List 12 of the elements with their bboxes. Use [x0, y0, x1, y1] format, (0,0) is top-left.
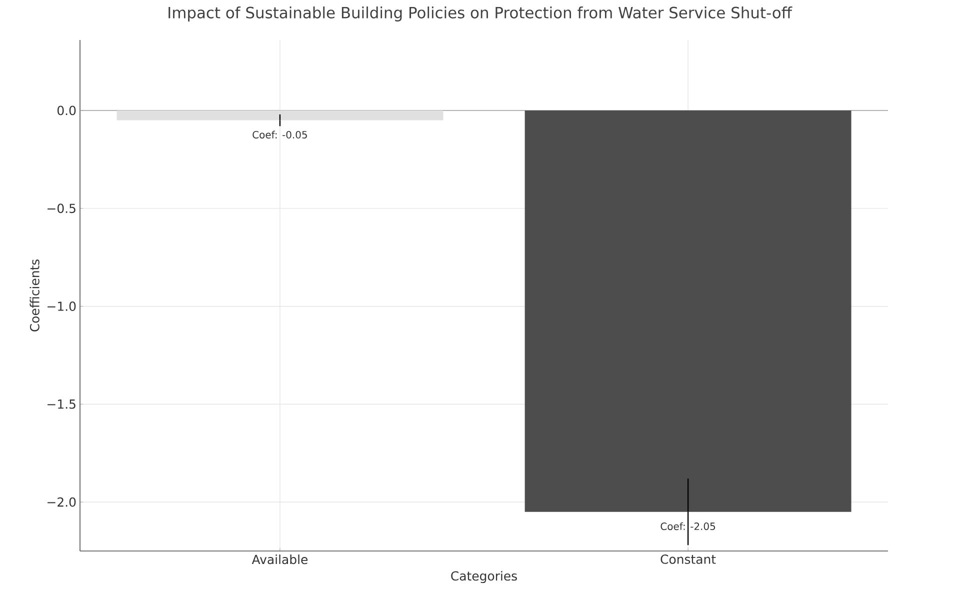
data-label: Coef: -0.05 [252, 130, 307, 138]
y-axis-title: Coefficients [30, 259, 40, 332]
x-axis-title: Categories [451, 570, 517, 584]
chart-title: Impact of Sustainable Building Policies on Protection from Water Service Shut-off [168, 6, 792, 22]
x-tick-label: Available [252, 554, 308, 564]
x-tick-label: Constant [660, 554, 716, 564]
y-tick-label: −0.5 [48, 204, 76, 214]
y-tick-label: −1.0 [48, 302, 76, 311]
data-label: Coef: -2.05 [660, 522, 716, 530]
y-tick-label: −1.5 [48, 400, 76, 409]
y-tick-label: 0.0 [58, 106, 76, 116]
y-tick-label: −2.0 [48, 497, 76, 507]
